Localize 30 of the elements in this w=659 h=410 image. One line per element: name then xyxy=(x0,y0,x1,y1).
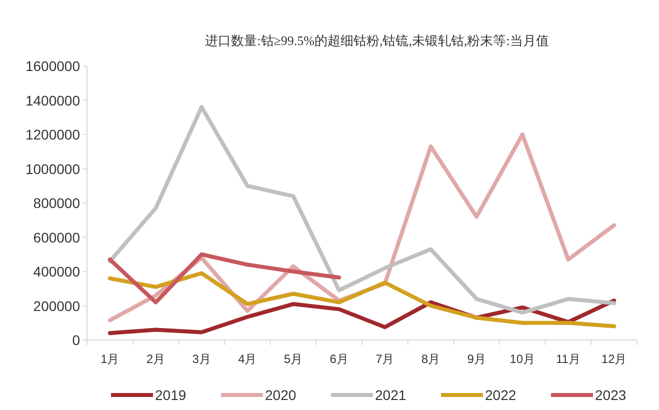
line-series xyxy=(108,105,616,315)
y-tick-label: 800000 xyxy=(33,195,80,211)
x-tick-label: 9月 xyxy=(467,352,486,366)
x-tick-label: 7月 xyxy=(376,352,394,366)
x-tick-label: 2月 xyxy=(146,352,166,366)
legend-label: 2019 xyxy=(155,387,186,403)
x-tick-label: 11月 xyxy=(556,352,580,366)
y-tick-label: 1200000 xyxy=(25,126,80,142)
y-tick-label: 600000 xyxy=(33,229,80,246)
x-tick-label: 3月 xyxy=(192,352,211,366)
line-series xyxy=(108,271,616,328)
chart-title: 进口数量:钴≥99.5%的超细钴粉,钴锍,未锻轧钴,粉末等:当月值 xyxy=(205,33,549,48)
x-tick-label: 12月 xyxy=(601,352,627,366)
y-tick-label: 200000 xyxy=(33,298,80,314)
legend-label: 2021 xyxy=(375,387,406,403)
legend-label: 2020 xyxy=(265,387,296,403)
line-series xyxy=(108,252,342,304)
x-tick-label: 6月 xyxy=(330,352,348,366)
x-tick-label: 5月 xyxy=(284,352,303,366)
y-tick-label: 400000 xyxy=(33,264,80,280)
y-tick-label: 1400000 xyxy=(25,92,80,108)
legend-label: 2023 xyxy=(595,387,626,403)
x-tick-label: 10月 xyxy=(510,352,536,366)
x-tick-label: 4月 xyxy=(238,352,257,366)
y-tick-label: 0 xyxy=(72,332,80,348)
x-tick-label: 1月 xyxy=(100,352,120,366)
y-tick-label: 1000000 xyxy=(25,160,80,177)
y-tick-label: 1600000 xyxy=(25,58,80,74)
legend-label: 2022 xyxy=(485,387,516,403)
x-tick-label: 8月 xyxy=(421,352,440,366)
